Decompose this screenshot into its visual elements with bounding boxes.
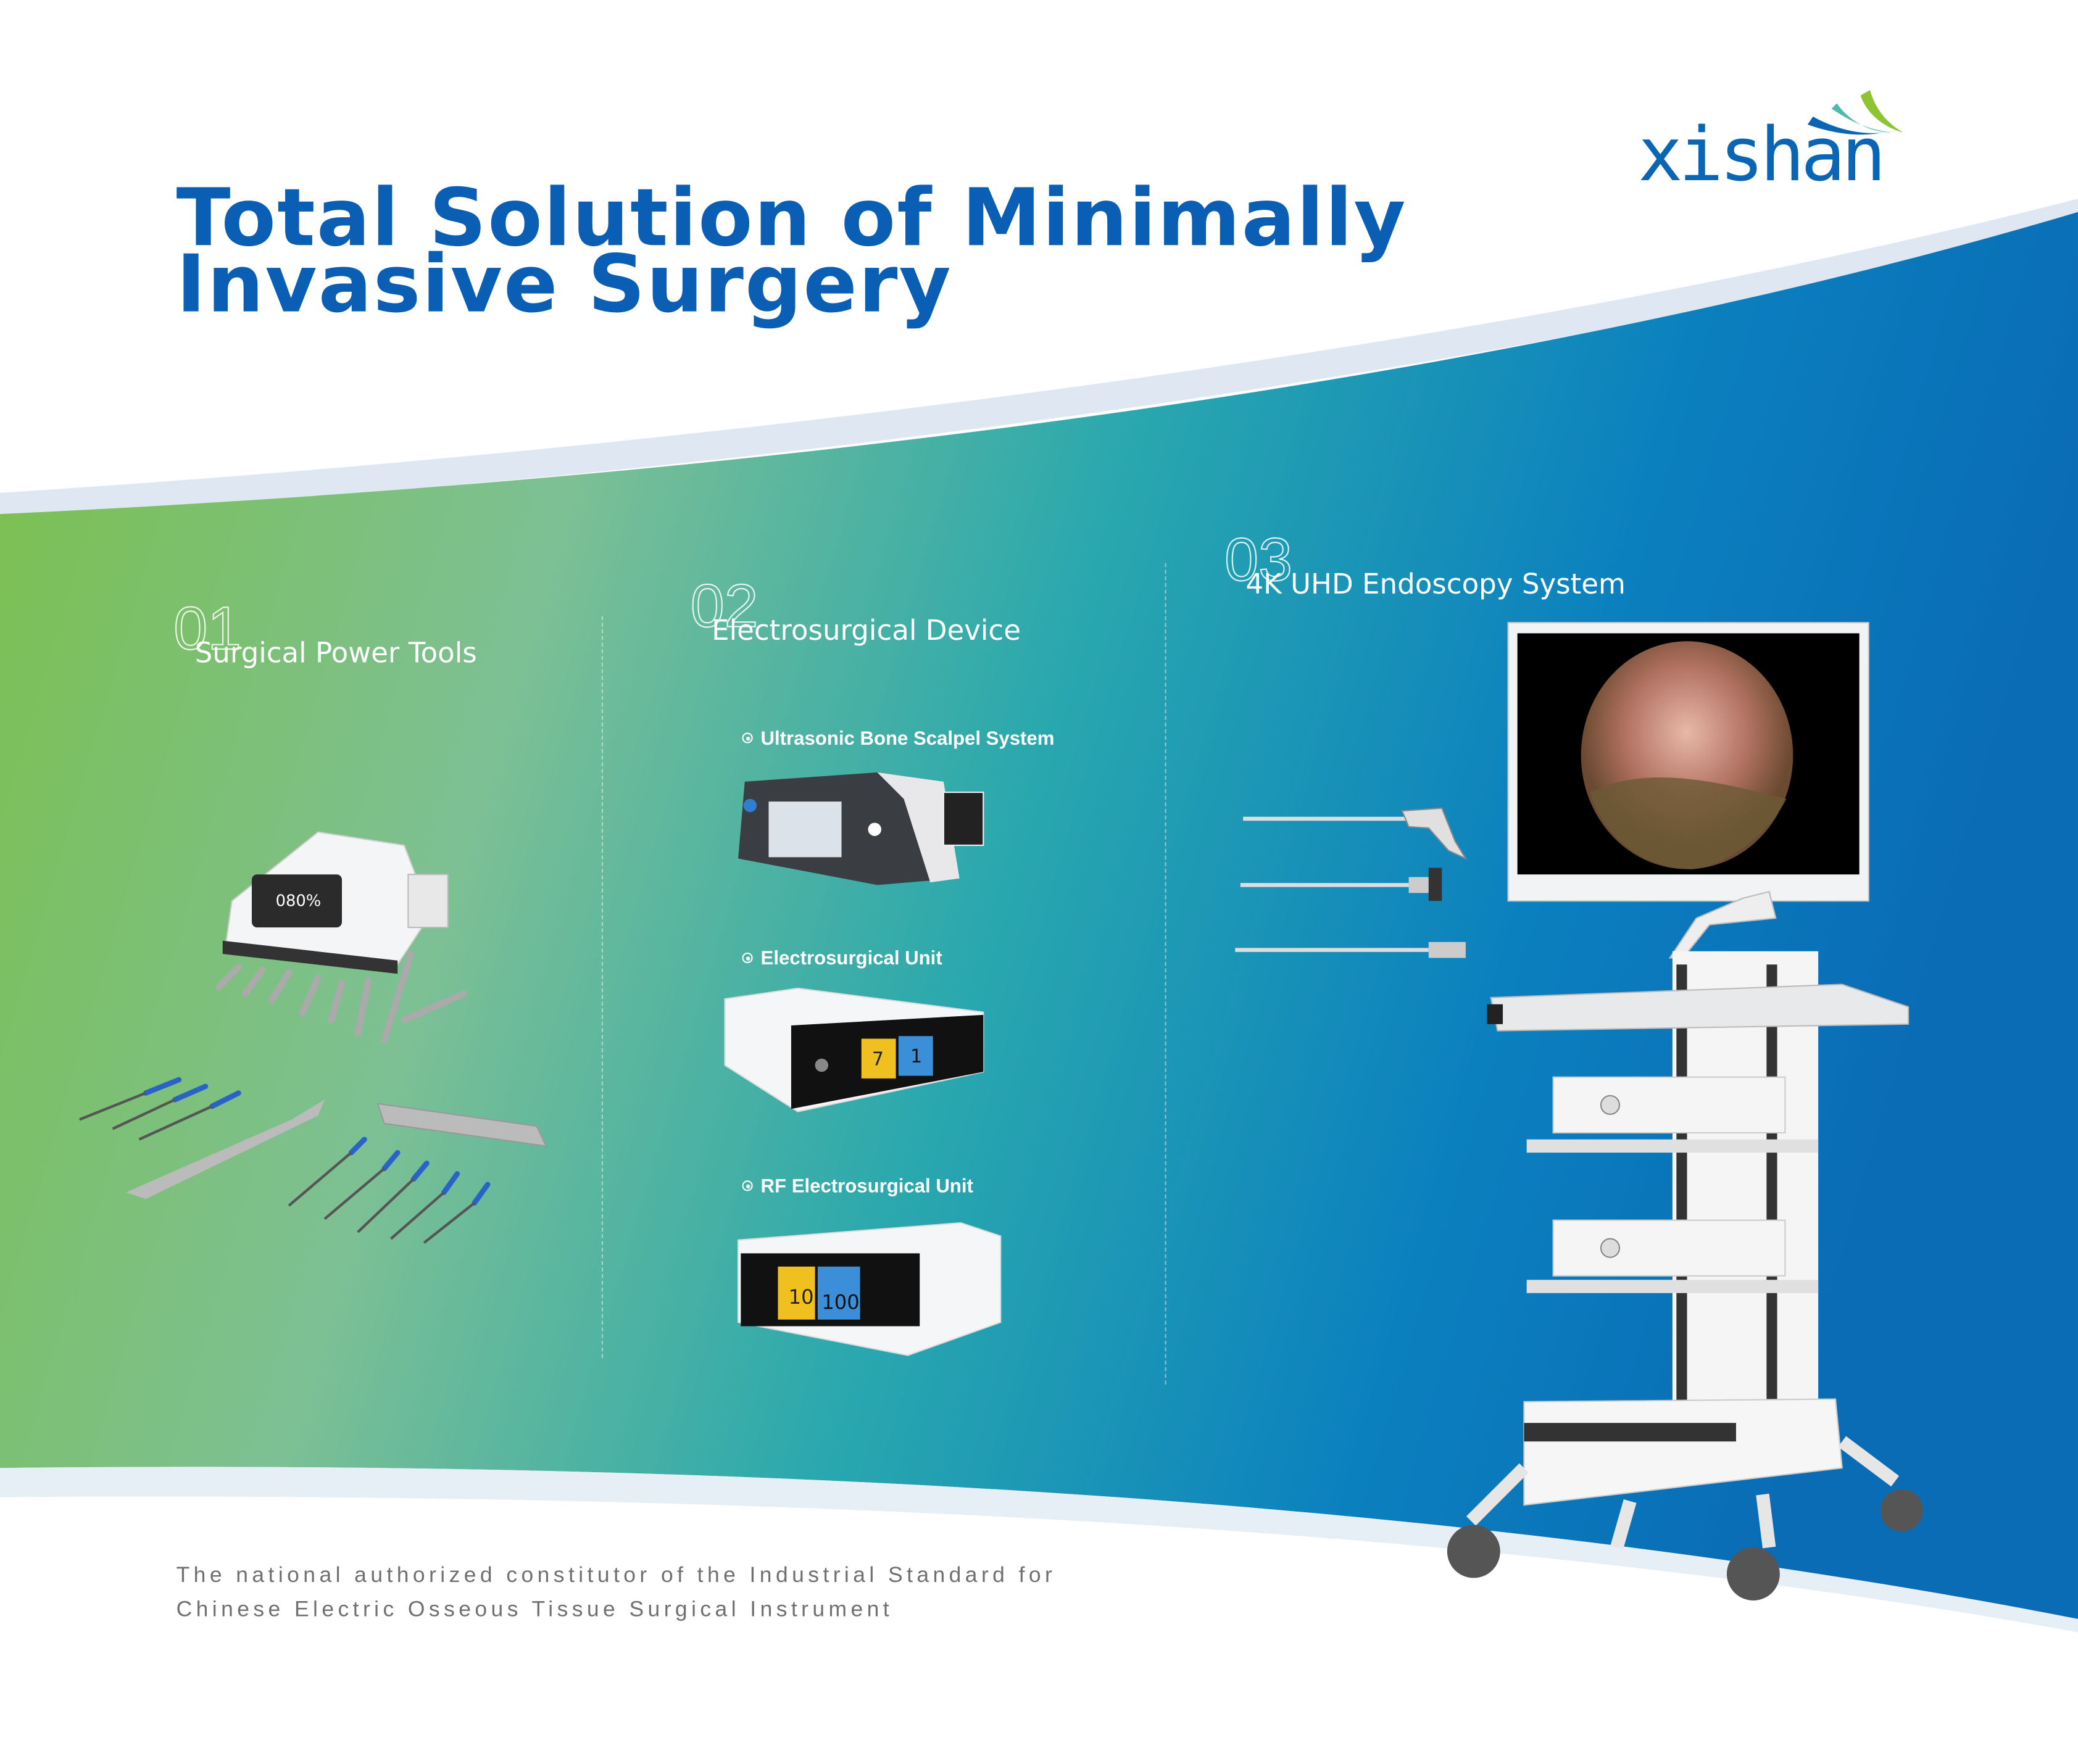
bullet-icon bbox=[742, 732, 753, 743]
endoscopy-cart-image bbox=[1447, 622, 1923, 1600]
item-ultrasonic-bone-scalpel: Ultrasonic Bone Scalpel System bbox=[742, 729, 1054, 750]
svg-text:xishan: xishan bbox=[1638, 112, 1882, 186]
xishan-logo: xishan bbox=[1638, 80, 1910, 198]
bullet-icon bbox=[742, 952, 753, 964]
page-title: Total Solution of Minimally Invasive Surg… bbox=[176, 172, 1407, 331]
item-rf-electrosurgical-unit: RF Electrosurgical Unit bbox=[742, 1177, 973, 1198]
divider bbox=[1165, 563, 1166, 1385]
section-surgical-power-tools: 01 Surgical Power Tools bbox=[173, 593, 477, 669]
item-electrosurgical-unit: Electrosurgical Unit bbox=[742, 948, 942, 970]
svg-text:7: 7 bbox=[872, 1048, 884, 1070]
electrosurgical-unit-image: 7 1 bbox=[724, 987, 984, 1112]
endoscopes-image bbox=[1235, 807, 1468, 958]
svg-text:1: 1 bbox=[910, 1046, 922, 1067]
svg-text:100: 100 bbox=[821, 1291, 859, 1314]
rf-electrosurgical-unit-image: 10 100 bbox=[737, 1222, 1002, 1356]
divider bbox=[601, 616, 604, 1358]
surgical-power-tools-image: 080% bbox=[79, 831, 547, 1244]
ultrasonic-bone-scalpel-image bbox=[738, 772, 984, 885]
footer-tagline: The national authorized constitutor of t… bbox=[176, 1563, 1057, 1622]
section-endoscopy-system: 03 4K UHD Endoscopy System bbox=[1224, 524, 1626, 600]
section-electrosurgical-device: 02 Electrosurgical Device bbox=[690, 570, 1021, 647]
svg-text:10: 10 bbox=[789, 1285, 814, 1309]
bullet-icon bbox=[742, 1180, 753, 1191]
svg-text:080%: 080% bbox=[276, 892, 322, 911]
